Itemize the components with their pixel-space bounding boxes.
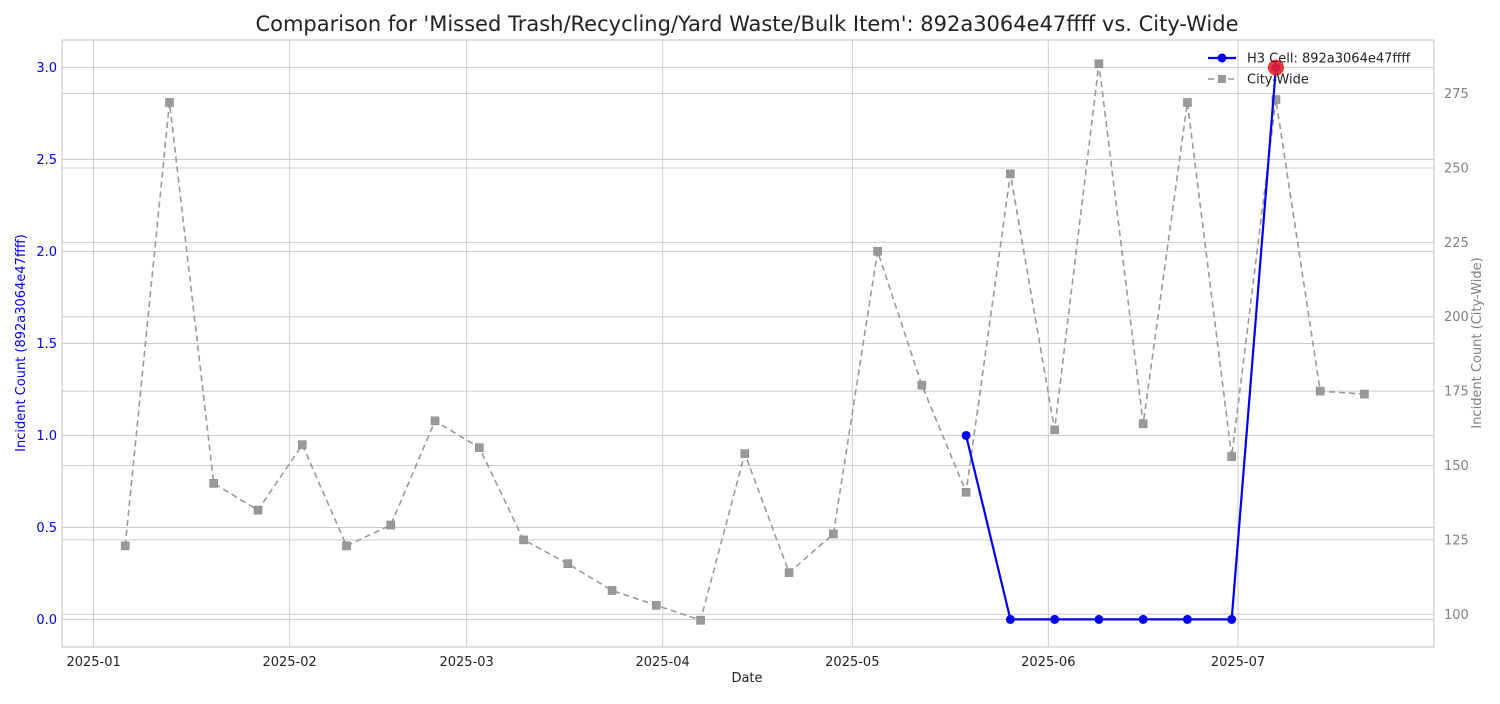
x-tick-label: 2025-01 [66,655,120,670]
h3-cell-point [1138,614,1148,624]
h3-cell-point [961,430,971,440]
citywide-point [873,246,882,256]
y-right-tick-label: 175 [1444,385,1469,400]
h3-cell-point [1050,614,1060,624]
y-right-tick-label: 275 [1444,87,1469,102]
x-tick-label: 2025-03 [439,655,493,670]
h3-cell-series-line [965,67,1277,621]
citywide-point [209,479,219,488]
x-axis-label: Date [731,671,762,686]
y-left-tick-label: 1.0 [36,429,57,444]
citywide-point [696,615,705,625]
y-axis-right-label: Incident Count (City-Wide) [1470,257,1485,428]
citywide-point [1183,98,1192,107]
citywide-point [120,541,130,551]
y-left-tick-label: 0.0 [36,613,57,628]
citywide-point [430,416,440,426]
h3-cell-point [1227,614,1237,624]
legend-h3-cell-label: H3 Cell: 892a3064e47ffff [1247,52,1411,67]
chart-title: Comparison for 'Missed Trash/Recycling/Y… [255,12,1238,36]
citywide-point [165,98,174,107]
citywide-point [1227,452,1236,461]
citywide-point [1360,389,1369,399]
y-right-tick-label: 125 [1444,533,1469,548]
x-tick-label: 2025-04 [635,655,689,670]
citywide-point [917,380,927,390]
citywide-point [563,559,573,568]
highlight-marker [1267,59,1284,76]
y-right-tick-label: 100 [1444,608,1469,623]
citywide-point [652,601,661,610]
x-tick-label: 2025-05 [825,655,879,670]
citywide-point [342,541,351,551]
citywide-point [1315,386,1325,396]
y-left-tick-label: 2.5 [36,153,57,168]
citywide-point [386,520,396,530]
y-left-tick-label: 0.5 [36,521,57,536]
citywide-point [1050,425,1059,435]
y-right-tick-label: 250 [1444,161,1469,176]
citywide-point [961,487,971,497]
x-tick-label: 2025-06 [1021,655,1075,670]
citywide-point [829,529,838,539]
y-right-tick-label: 225 [1444,236,1469,251]
y-left-tick-label: 2.0 [36,245,57,260]
y-right-tick-label: 200 [1444,310,1469,325]
plot-frame [61,39,1435,648]
citywide-point [1094,59,1104,69]
h3-cell-point [1182,614,1192,624]
citywide-point [474,443,484,452]
citywide-point [1006,169,1015,179]
legend-citywide-label: City-Wide [1247,73,1309,88]
citywide-point [740,449,750,458]
citywide-point [297,440,307,449]
citywide-point [519,535,528,545]
citywide-point [784,568,794,577]
legend-citywide-marker [1218,75,1226,83]
citywide-point [607,586,617,595]
citywide-point [253,505,263,515]
y-right-tick-label: 150 [1444,459,1469,474]
x-tick-label: 2025-07 [1211,655,1265,670]
x-tick-label: 2025-02 [262,655,316,670]
y-left-tick-label: 3.0 [36,61,57,76]
legend-h3-cell-marker [1217,53,1227,63]
h3-cell-point [1094,614,1104,624]
h3-cell-point [1005,614,1015,624]
citywide-point [1138,419,1148,429]
citywide-point [1271,95,1281,104]
y-axis-left-label: Incident Count (892a3064e47ffff) [14,234,29,452]
y-left-tick-label: 1.5 [36,337,57,352]
